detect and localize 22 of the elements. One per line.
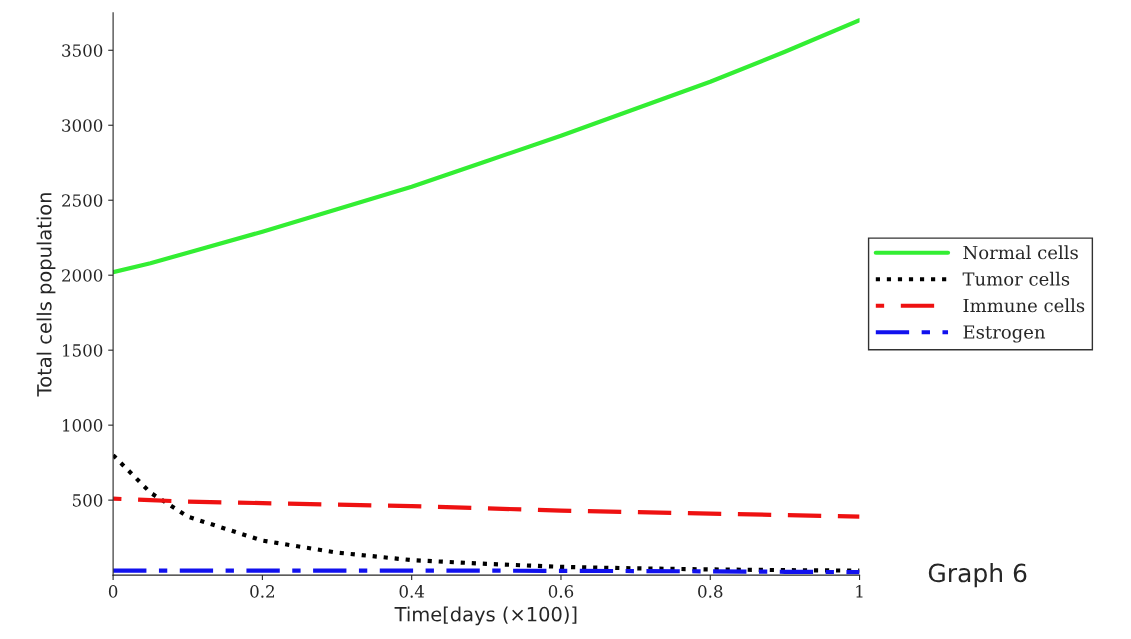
legend-label: Estrogen <box>963 325 1046 343</box>
x-axis-title: Time[days (×100)] <box>394 606 577 626</box>
legend-label: Normal cells <box>963 245 1078 260</box>
x-tick-label: 0.4 <box>399 585 425 598</box>
x-tick-label: 0.8 <box>698 585 723 598</box>
x-tick-label: 0 <box>108 585 118 598</box>
y-tick-label: 2000 <box>62 269 103 282</box>
x-tick-label: 0.6 <box>548 585 574 598</box>
y-tick-label: 1500 <box>62 344 103 357</box>
y-tick-label: 2500 <box>62 194 103 207</box>
legend-label: Immune cells <box>963 298 1085 313</box>
x-tick-label: 0.2 <box>250 585 275 598</box>
y-tick-label: 3500 <box>62 44 103 57</box>
line-series <box>113 18 860 275</box>
y-axis-title: Total cells population <box>36 193 56 397</box>
y-tick-label: 1000 <box>62 419 103 432</box>
y-tick-label: 500 <box>72 494 103 507</box>
line-series <box>113 496 860 519</box>
caption: Graph 6 <box>928 563 1027 588</box>
legend-label: Tumor cells <box>962 271 1070 286</box>
y-tick-label: 3000 <box>62 119 103 132</box>
x-tick-label: 1 <box>856 585 863 598</box>
